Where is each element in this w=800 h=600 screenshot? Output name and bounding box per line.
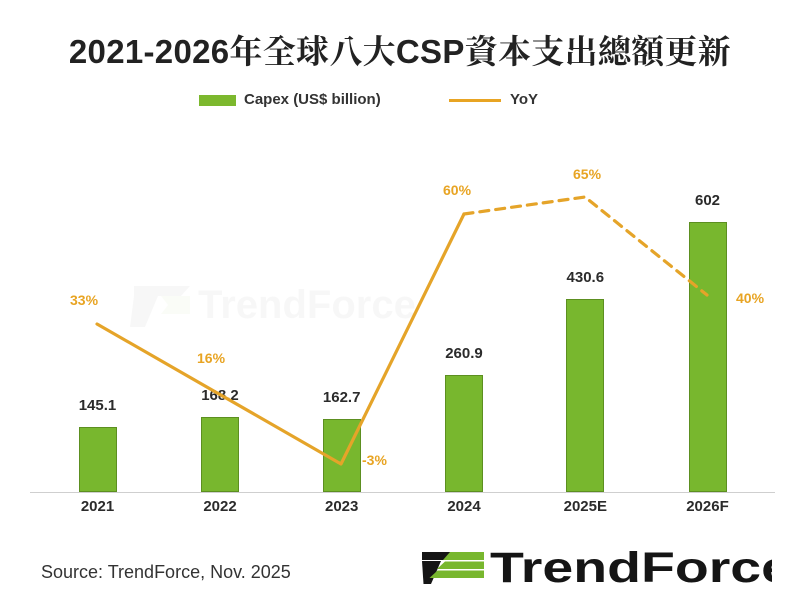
- svg-text:TrendForce: TrendForce: [490, 551, 772, 585]
